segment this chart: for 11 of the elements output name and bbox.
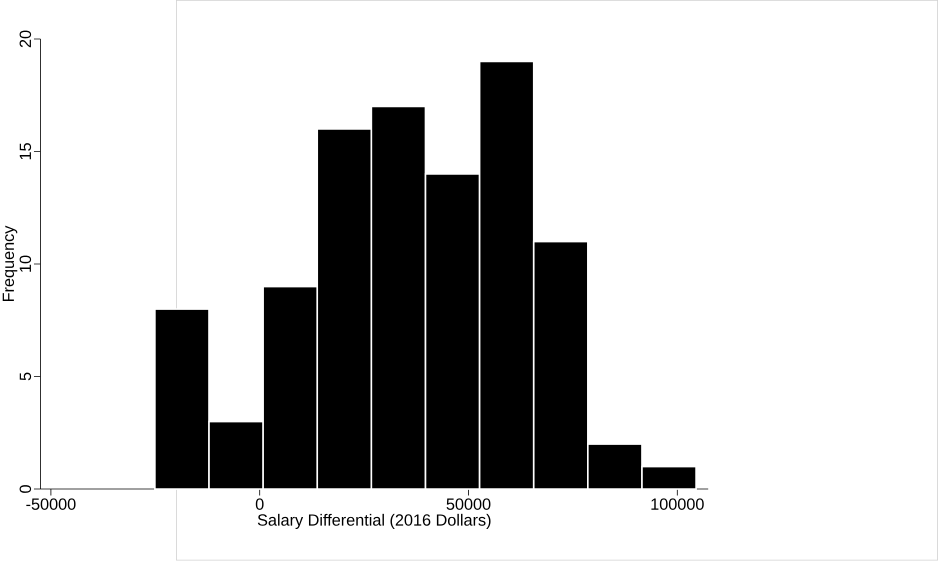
- y-tick-label: 0: [20, 485, 32, 494]
- y-tick-label: 15: [20, 143, 32, 160]
- y-tick-label: 10: [20, 256, 32, 272]
- x-tick-label: 100000: [651, 498, 704, 510]
- x-tick-label: 50000: [446, 498, 490, 510]
- y-axis-title: Frequency: [2, 226, 18, 302]
- y-tick-label: 20: [20, 30, 32, 48]
- x-tick-label: -50000: [26, 498, 76, 510]
- y-tick-label: 5: [20, 372, 32, 381]
- x-axis-title: Salary Differential (2016 Dollars): [258, 514, 491, 530]
- x-tick-label: 0: [256, 498, 264, 510]
